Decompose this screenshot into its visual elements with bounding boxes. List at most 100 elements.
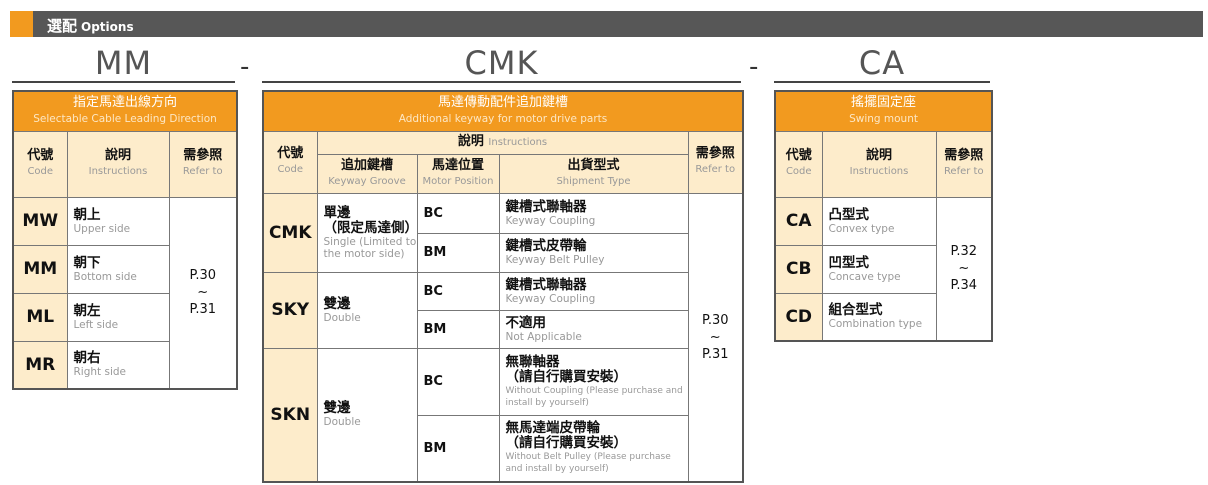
en: Bottom side: [73, 270, 137, 283]
ref-to: P.34: [950, 278, 978, 294]
zh: 無聯軸器 （請自行購買安裝）: [505, 353, 628, 385]
zh: 出貨型式: [567, 157, 620, 173]
header-zh: 指定馬達出線方向: [73, 95, 178, 111]
zh: 朝下: [73, 254, 101, 271]
col-desc: 說明 Instructions: [316, 130, 689, 155]
shipment: 鍵槽式皮帶輪 Keyway Belt Pulley: [498, 232, 689, 273]
header-zh: 馬達傳動配件追加鍵槽: [437, 95, 568, 111]
separator: -: [240, 52, 250, 82]
title-zh: 選配: [47, 17, 78, 35]
desc: 朝下 Bottom side: [66, 244, 170, 294]
table-row: CB 凹型式 Concave type: [774, 244, 992, 294]
zh: 雙邊: [323, 400, 351, 417]
zh: 需參照: [695, 146, 735, 161]
zh: 需參照: [183, 148, 223, 163]
en: Code: [785, 166, 812, 177]
en: Instructions: [488, 137, 548, 148]
groove: 單邊 （限定馬達側） Single (Limited to the motor s…: [316, 192, 418, 273]
title-en: Options: [81, 20, 134, 34]
divider: [262, 81, 741, 83]
desc: 朝左 Left side: [66, 292, 170, 342]
ref: P.30 ~ P.31: [168, 196, 238, 390]
code: CMK: [262, 192, 318, 273]
table-row: BM 無馬達端皮帶輪 （請自行購買安裝） Without Belt Pulley …: [263, 414, 743, 483]
ref-to: P.31: [702, 346, 729, 362]
en: Single (Limited to the motor side): [323, 235, 417, 260]
divider: [12, 81, 235, 83]
position: BM: [416, 414, 500, 483]
divider: [774, 81, 990, 83]
header-en: Selectable Cable Leading Direction: [33, 113, 217, 126]
separator: -: [749, 52, 759, 82]
en: Without Coupling (Please purchase and in…: [505, 385, 683, 408]
header-zh: 搖擺固定座: [851, 95, 917, 111]
zh: 代號: [277, 146, 304, 161]
ref-sep: ~: [958, 261, 970, 277]
zh: 追加鍵槽: [340, 157, 393, 173]
ref-sep: ~: [709, 329, 721, 345]
position: BM: [416, 309, 500, 349]
shipment: 無馬達端皮帶輪 （請自行購買安裝） Without Belt Pulley (Pl…: [498, 414, 689, 483]
en: Double: [323, 416, 361, 429]
en: Combination type: [828, 318, 923, 331]
zh: 鍵槽式聯軸器: [505, 198, 587, 215]
en: Code: [277, 164, 304, 175]
zh: 需參照: [944, 148, 984, 163]
en: Concave type: [828, 270, 901, 283]
table-row: SKN 雙邊 Double BC 無聯軸器 （請自行購買安裝） Without Co…: [262, 347, 743, 483]
en: Upper side: [73, 222, 131, 235]
header-en: Swing mount: [849, 113, 918, 126]
table-header: 馬達傳動配件追加鍵槽 Additional keyway for motor dr…: [262, 90, 744, 132]
shipment: 鍵槽式聯軸器 Keyway Coupling: [498, 192, 689, 234]
zh: 凹型式: [828, 254, 870, 271]
en: Motor Position: [422, 175, 494, 187]
accent-square: [10, 11, 33, 37]
ref: P.32 ~ P.34: [935, 196, 993, 342]
en: Shipment Type: [556, 175, 631, 187]
ref-to: P.31: [189, 302, 217, 318]
en: Right side: [73, 366, 127, 379]
mm-table: 指定馬達出線方向 Selectable Cable Leading Directi…: [12, 90, 239, 390]
table-row: MW 朝上 Upper side P.30 ~ P.31: [12, 196, 238, 390]
shipment: 無聯軸器 （請自行購買安裝） Without Coupling (Please p…: [498, 347, 689, 416]
en: Refer to: [182, 166, 223, 177]
shipment: 鍵槽式聯軸器 Keyway Coupling: [498, 271, 689, 311]
zh: 馬達位置: [431, 157, 484, 173]
en: Double: [323, 311, 361, 324]
zh: 不適用: [505, 314, 547, 331]
groove: 雙邊 Double: [316, 347, 418, 483]
table-header: 搖擺固定座 Swing mount: [774, 90, 993, 132]
table-row: MR 朝右 Right side: [12, 340, 237, 390]
desc: 凹型式 Concave type: [821, 244, 937, 294]
en: Convex type: [828, 222, 895, 235]
ref: P.30 ~ P.31: [687, 192, 744, 483]
ca-table: 搖擺固定座 Swing mount 代號 Code 說明 Instructions 需…: [774, 90, 994, 342]
col-ref: 需參照 Refer to: [687, 130, 744, 194]
shipment: 不適用 Not Applicable: [498, 309, 689, 349]
zh: 說明: [457, 134, 484, 149]
col-desc: 說明 Instructions: [66, 130, 170, 198]
zh: 說明: [104, 148, 131, 163]
cmk-code-title: CMK: [464, 44, 539, 82]
code: ML: [12, 292, 68, 342]
zh: 代號: [785, 148, 812, 163]
position: BC: [416, 347, 500, 416]
code: CD: [774, 292, 823, 342]
cmk-table: 馬達傳動配件追加鍵槽 Additional keyway for motor dr…: [262, 90, 744, 483]
zh: 朝左: [73, 302, 101, 319]
code: MW: [12, 196, 68, 246]
table-row: ML 朝左 Left side: [12, 292, 237, 342]
zh: 無馬達端皮帶輪 （請自行購買安裝）: [505, 420, 628, 452]
position: BC: [416, 271, 500, 311]
zh: 說明: [865, 148, 892, 163]
options-title: 選配 Options: [47, 15, 134, 36]
header-en: Additional keyway for motor drive parts: [398, 113, 608, 126]
en: Refer to: [695, 164, 736, 175]
en: Not Applicable: [505, 330, 582, 343]
desc: 朝右 Right side: [66, 340, 170, 390]
position: BM: [416, 232, 500, 273]
table-row: CA 凸型式 Convex type P.32 ~ P.34: [774, 196, 993, 342]
code: MM: [12, 244, 68, 294]
col-code: 代號 Code: [774, 130, 823, 198]
desc: 凸型式 Convex type: [821, 196, 937, 246]
